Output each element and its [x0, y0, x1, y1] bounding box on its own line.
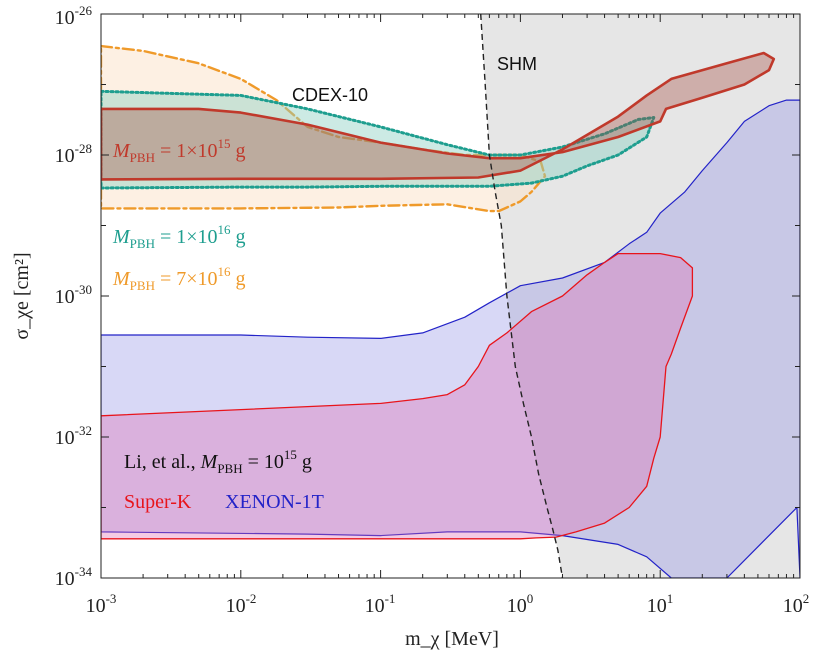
- pbh-1e16-series-line: [101, 89, 656, 190]
- y-axis-label: σ_χe [cm²]: [11, 252, 33, 339]
- x-tick-label-1: 10-3: [86, 591, 117, 617]
- y-tick-labels: 10-34 10-32 10-30 10-28 10-26: [55, 3, 93, 590]
- y-tick-label-1: 10-34: [55, 564, 93, 590]
- pbh-1e15-series-fill: [101, 53, 774, 180]
- superk-series-line: [101, 252, 694, 540]
- y-tick-label-2: 10-32: [55, 423, 92, 449]
- superk-label: Super-K: [124, 491, 192, 513]
- x-tick-label-5: 101: [647, 591, 674, 617]
- pbh-1e16-series-fill: [101, 91, 654, 188]
- x-tick-label-6: 102: [783, 591, 810, 617]
- xenon-label: XENON-1T: [225, 491, 324, 513]
- y-tick-label-4: 10-28: [55, 141, 92, 167]
- y-tick-label-3: 10-30: [55, 282, 92, 308]
- cdex-label: CDEX-10: [292, 85, 368, 105]
- x-axis-label: m_χ [MeV]: [405, 628, 499, 650]
- x-tick-label-2: 10-2: [226, 591, 257, 617]
- pbh-label-1e15: MPBH = 1×1015 g: [112, 136, 246, 165]
- li-label: Li, et al., MPBH = 1015 g: [124, 447, 312, 476]
- y-tick-label-5: 10-26: [55, 3, 93, 29]
- pbh-label-7e16: MPBH = 7×1016 g: [112, 264, 246, 293]
- superk-series-fill: [101, 253, 693, 539]
- ticks-layer: [100, 13, 801, 579]
- xenon-1t-series-fill: [101, 100, 800, 578]
- series-layer: [101, 14, 800, 578]
- pbh-7e16-series-fill: [101, 46, 545, 212]
- x-tick-label-3: 10-1: [365, 591, 396, 617]
- pbh-1e15-series-line: [101, 51, 776, 181]
- shm-region-fill: [480, 14, 800, 578]
- x-tick-label-4: 100: [507, 591, 534, 617]
- shm-boundary-line: [480, 14, 564, 578]
- shm-label: SHM: [497, 54, 537, 74]
- pbh-label-1e16: MPBH = 1×1016 g: [112, 222, 246, 251]
- x-tick-labels: 10-3 10-2 10-1 100 101 102: [86, 591, 810, 617]
- xenon-1t-series-line: [101, 99, 800, 578]
